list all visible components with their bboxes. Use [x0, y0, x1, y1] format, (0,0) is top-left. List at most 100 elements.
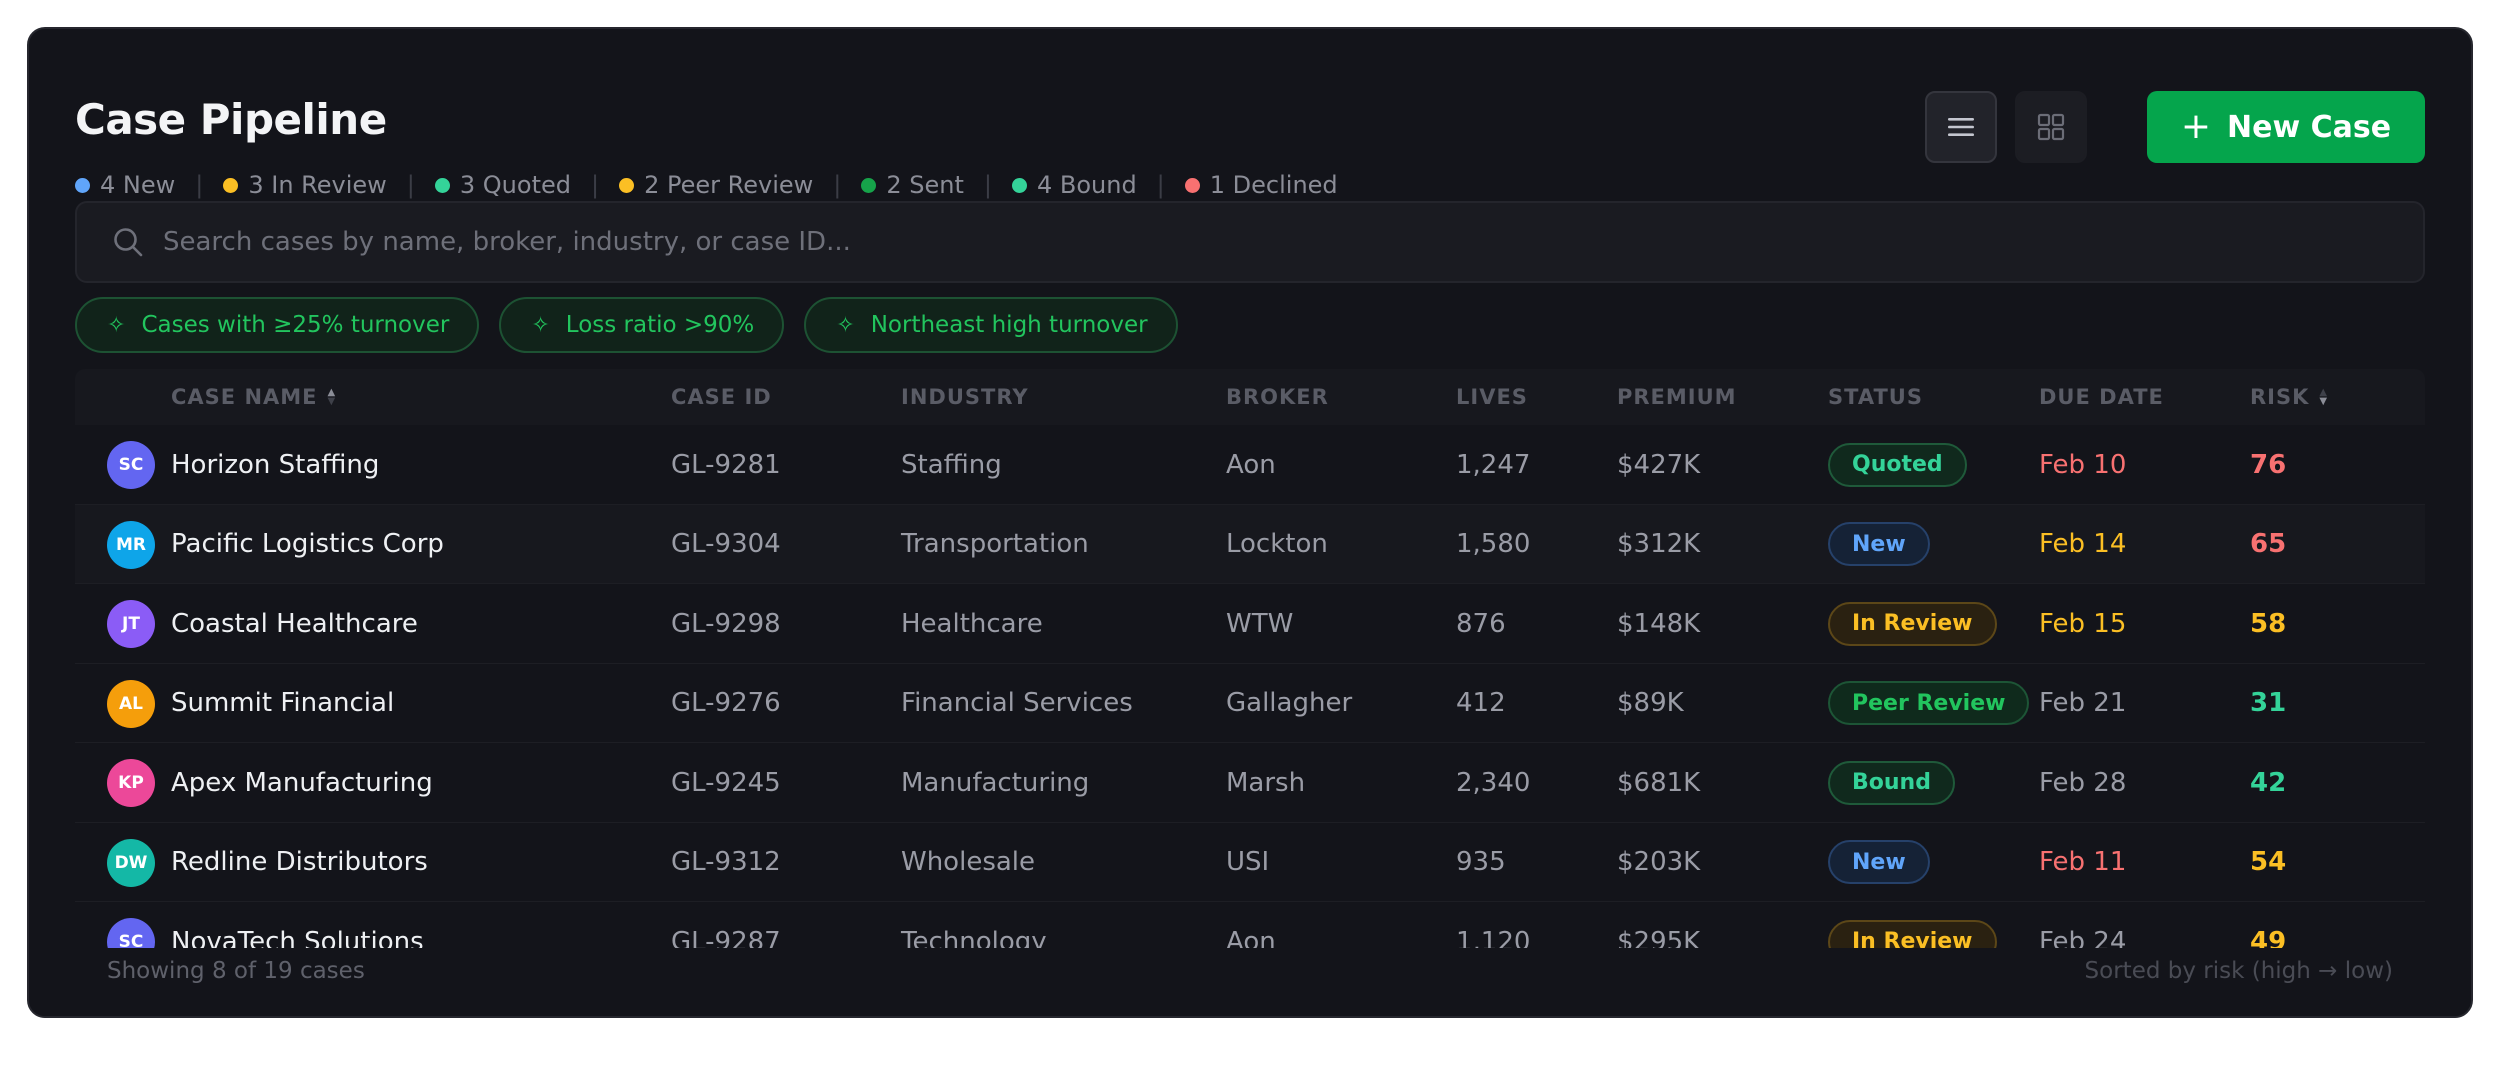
column-risk[interactable]: RISK ▲ ▼ [2250, 369, 2328, 425]
table-row[interactable]: KP Apex Manufacturing GL-9245 Manufacturing… [75, 743, 2425, 823]
cell-industry: Manufacturing [901, 767, 1090, 798]
status-dot-icon [861, 177, 877, 193]
column-due-date-label: DUE DATE [2039, 385, 2164, 409]
column-lives[interactable]: LIVES [1456, 369, 1528, 425]
cell-due-date: Feb 11 [2039, 847, 2127, 877]
case-name[interactable]: Horizon Staffing [171, 449, 380, 480]
column-premium-label: PREMIUM [1617, 385, 1737, 409]
status-cell: Quoted [1828, 425, 1967, 504]
table-header: CASE NAME ▲ ▼ CASE ID INDUSTRY BROKER LIV… [75, 369, 2425, 425]
separator: | [833, 171, 842, 199]
cell-case-id: GL-9281 [671, 449, 781, 480]
separator: | [406, 171, 415, 199]
cell-premium: $203K [1617, 847, 1701, 877]
separator: | [590, 171, 600, 199]
status-dot-icon [75, 177, 90, 193]
showing-count: Showing 8 of 19 cases [107, 958, 365, 984]
header: Case Pipeline + New Case [75, 65, 2425, 163]
cell-risk: 42 [2250, 767, 2287, 798]
filter-chip[interactable]: ✧ Northeast high turnover [804, 297, 1178, 353]
status-count-label: 4 New [100, 171, 176, 199]
cell-case-id: GL-9245 [671, 767, 781, 798]
table-row[interactable]: JT Coastal Healthcare GL-9298 Healthcare WTW… [75, 584, 2425, 664]
table-row[interactable]: AL Summit Financial GL-9276 Financial Servi… [75, 664, 2425, 743]
status-dot-icon [1184, 177, 1200, 193]
status-count[interactable]: 3 In Review [223, 171, 387, 199]
cell-risk: 58 [2250, 608, 2287, 639]
status-count[interactable]: 2 Sent [861, 171, 964, 199]
status-dot-icon [619, 177, 635, 193]
column-industry[interactable]: INDUSTRY [901, 369, 1029, 425]
column-risk-label: RISK [2250, 385, 2310, 409]
status-dot-icon [1011, 177, 1027, 193]
status-count[interactable]: 2 Peer Review [619, 171, 813, 199]
status-cell: Bound [1828, 743, 1955, 822]
cell-lives: 412 [1456, 688, 1506, 718]
separator: | [983, 171, 992, 199]
column-case-name-label: CASE NAME [171, 385, 318, 409]
list-view-button[interactable] [1925, 91, 1997, 163]
column-premium[interactable]: PREMIUM [1617, 369, 1737, 425]
case-name[interactable]: NovaTech Solutions [171, 926, 424, 950]
cell-lives: 1,120 [1456, 926, 1531, 950]
status-cell: In Review [1828, 902, 1997, 949]
cell-case-id: GL-9276 [671, 688, 781, 718]
status-badge: New [1828, 840, 1930, 884]
filter-chip[interactable]: ✧ Loss ratio >90% [499, 297, 785, 353]
cell-due-date: Feb 28 [2039, 767, 2127, 798]
cell-premium: $312K [1617, 529, 1701, 559]
column-status[interactable]: STATUS [1828, 369, 1923, 425]
cell-broker: Marsh [1226, 767, 1306, 798]
status-count[interactable]: 4 New [75, 171, 175, 199]
case-name[interactable]: Pacific Logistics Corp [171, 529, 444, 559]
search-input[interactable] [163, 227, 1963, 257]
plus-icon: + [2180, 106, 2212, 147]
status-badge: New [1828, 522, 1930, 566]
case-name[interactable]: Redline Distributors [171, 847, 428, 877]
new-case-button[interactable]: + New Case [2147, 91, 2425, 163]
column-case-id[interactable]: CASE ID [671, 369, 772, 425]
cell-industry: Financial Services [901, 688, 1133, 718]
status-count-label: 3 In Review [248, 171, 387, 199]
status-count[interactable]: 4 Bound [1011, 171, 1137, 199]
table-row[interactable]: DW Redline Distributors GL-9312 Wholesale US… [75, 823, 2425, 902]
column-status-label: STATUS [1828, 385, 1923, 409]
table-row[interactable]: SC Horizon Staffing GL-9281 Staffing Aon 1,24… [75, 425, 2425, 505]
status-count[interactable]: 1 Declined [1184, 171, 1338, 199]
cell-due-date: Feb 24 [2039, 926, 2127, 950]
table-row[interactable]: SC NovaTech Solutions GL-9287 Technology Aon… [75, 902, 2425, 949]
filter-chip[interactable]: ✧ Cases with ≥25% turnover [75, 297, 480, 353]
status-badge: In Review [1828, 601, 1997, 646]
table-row[interactable]: MR Pacific Logistics Corp GL-9304 Transport… [75, 504, 2425, 584]
cell-due-date: Feb 21 [2039, 688, 2127, 718]
filter-chip-label: Loss ratio >90% [565, 312, 755, 338]
sparkle-icon: ✧ [531, 312, 550, 338]
column-case-name[interactable]: CASE NAME ▲ ▼ [171, 369, 336, 425]
case-pipeline-panel: Case Pipeline + New Case 4 New | 3 In Revi… [27, 27, 2473, 1018]
cell-case-id: GL-9304 [671, 529, 781, 559]
status-cell: Peer Review [1828, 664, 2030, 743]
case-name[interactable]: Apex Manufacturing [171, 767, 433, 798]
status-badge: Quoted [1828, 442, 1967, 487]
search-bar[interactable] [75, 201, 2425, 283]
case-name[interactable]: Summit Financial [171, 688, 395, 718]
column-due-date[interactable]: DUE DATE [2039, 369, 2164, 425]
cell-risk: 54 [2250, 847, 2287, 877]
avatar: SC [107, 441, 155, 489]
cell-industry: Wholesale [901, 847, 1036, 877]
filter-chip-label: Cases with ≥25% turnover [141, 312, 450, 338]
column-broker[interactable]: BROKER [1226, 369, 1329, 425]
column-broker-label: BROKER [1226, 385, 1329, 409]
grid-view-button[interactable] [2015, 91, 2087, 163]
list-icon [1948, 118, 1974, 136]
column-lives-label: LIVES [1456, 385, 1528, 409]
cell-premium: $681K [1617, 767, 1701, 798]
status-count[interactable]: 3 Quoted [434, 171, 571, 199]
cell-lives: 1,247 [1456, 449, 1531, 480]
avatar: MR [107, 520, 155, 569]
new-case-label: New Case [2227, 109, 2392, 145]
case-name[interactable]: Coastal Healthcare [171, 608, 418, 639]
cell-case-id: GL-9287 [671, 926, 781, 950]
cell-due-date: Feb 15 [2039, 608, 2127, 639]
cell-broker: USI [1226, 847, 1270, 877]
